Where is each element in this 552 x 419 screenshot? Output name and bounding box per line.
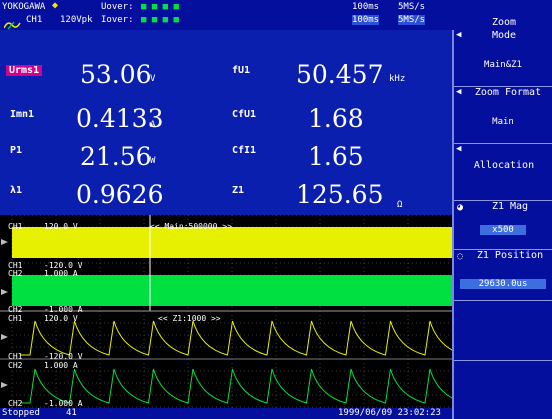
mode-title: Mode	[491, 30, 517, 41]
meas-value-p: 21.56	[80, 142, 152, 171]
menu-divider	[454, 86, 552, 87]
zoom-label-ch1-top: CH1	[8, 314, 23, 323]
uover-label: Uover:	[101, 2, 134, 12]
allocation-title: Allocation	[473, 160, 535, 171]
meas-label-p: P1	[10, 145, 23, 156]
meas-label-cfi: CfI1	[232, 145, 257, 156]
wave-label-ch1-bot: CH1	[8, 261, 23, 270]
ground-marker-icon	[1, 289, 8, 295]
channel-label: CH1	[26, 15, 43, 25]
z1-position-title: Z1 Position	[476, 250, 544, 261]
wave-scale-ch2-top: 1.000 A	[44, 269, 78, 278]
ground-marker-icon	[1, 382, 8, 388]
waveform-plot	[0, 215, 452, 409]
meas-value-imn: 0.4133	[76, 104, 164, 133]
ground-marker-icon	[1, 239, 8, 245]
zoom-scale-ch2-bot: -1.000 A	[44, 399, 83, 408]
menu-divider	[454, 200, 552, 201]
zoom-menu: Zoom ◀ Mode Main&Z1 ◀ Zoom Format Main ◀…	[452, 17, 552, 419]
bottom-status-bar: Stopped 41 1999/06/09 23:02:23	[0, 408, 452, 419]
allocation-softkey[interactable]: ◀ Allocation	[454, 144, 552, 200]
wave-label-ch2-bot: CH2	[8, 305, 23, 314]
wave-label-ch1-top: CH1	[8, 222, 23, 231]
meas-label-urms: Urms1	[6, 65, 43, 76]
zoom-label-ch1-bot: CH1	[8, 352, 23, 361]
update-rate: 100ms	[352, 2, 380, 12]
meas-unit-z: Ω	[397, 200, 403, 210]
wave-main-info: << Main:500000 >>	[150, 222, 232, 231]
z1-mag-value[interactable]: x500	[480, 225, 526, 235]
ground-marker-icon	[1, 334, 8, 340]
sample-rate: 5MS/s	[398, 2, 426, 12]
meas-unit-p: W	[150, 156, 156, 166]
ch1-main-trace	[12, 227, 452, 258]
jog-knob-icon: ◕	[457, 202, 464, 213]
z1-position-value[interactable]: 29630.0us	[460, 279, 546, 289]
status-header: YOKOGAWA ◆ CH1 120Vpk Uover: ■ ■ ■ ■ Iov…	[0, 0, 552, 30]
meas-value-cfu: 1.68	[308, 104, 364, 133]
wave-label-ch2-top: CH2	[8, 269, 23, 278]
meas-value-fu: 50.457	[296, 60, 384, 89]
menu-divider	[454, 360, 552, 361]
iover-indicators: ■ ■ ■ ■	[141, 15, 179, 25]
zoom-format-title: Zoom Format	[474, 87, 542, 98]
wave-scale-ch2-bot: -1.000 A	[44, 305, 83, 314]
run-state: Stopped	[2, 408, 40, 418]
allocation-indicator-icon: ◀	[456, 144, 462, 154]
meas-unit-urms: V	[150, 74, 156, 84]
wave-scale-ch1-top: 120.0 V	[44, 222, 78, 231]
wave-scale-ch1-bot: -120.0 V	[44, 261, 83, 270]
acquisition-count: 41	[66, 408, 77, 418]
meas-unit-fu: kHz	[389, 74, 406, 84]
range-label: 120Vpk	[60, 15, 93, 25]
meas-value-urms: 53.06	[80, 60, 152, 89]
diamond-icon: ◆	[52, 0, 59, 11]
meas-unit-imn: A	[150, 120, 156, 130]
ch1-zoom-trace	[20, 320, 452, 356]
zoom-update-rate: 100ms	[352, 15, 380, 25]
mode-indicator-icon: ◀	[456, 30, 462, 40]
menu-header: Zoom	[454, 14, 552, 30]
zoom-scale-ch2-top: 1.000 A	[44, 361, 78, 370]
zoom-format-value: Main	[492, 117, 514, 127]
meas-label-cfu: CfU1	[232, 109, 257, 120]
meas-value-lambda: 0.9626	[76, 180, 164, 209]
mode-value: Main&Z1	[484, 60, 522, 70]
format-indicator-icon: ◀	[456, 87, 462, 97]
meas-value-cfi: 1.65	[308, 142, 364, 171]
waveform-icon	[3, 15, 26, 30]
mode-softkey[interactable]: ◀ Mode Main&Z1	[454, 30, 552, 86]
iover-label: Iover:	[101, 15, 134, 25]
meas-label-z: Z1	[232, 185, 245, 196]
meas-label-lambda: λ1	[10, 185, 23, 196]
z1-mag-softkey[interactable]: ◕ Z1 Mag x500	[454, 201, 552, 249]
zoom-format-softkey[interactable]: ◀ Zoom Format Main	[454, 87, 552, 143]
date-time: 1999/06/09 23:02:23	[338, 408, 441, 418]
waveform-display[interactable]: CH1 120.0 V << Main:500000 >> CH1 -120.0…	[0, 215, 452, 409]
menu-divider	[454, 300, 552, 301]
measurement-panel: Urms1 53.06 V Imn1 0.4133 A P1 21.56 W λ…	[0, 30, 452, 215]
zoom-label-ch2-bot: CH2	[8, 399, 23, 408]
ch2-main-trace	[12, 275, 452, 306]
z1-position-softkey[interactable]: ◌ Z1 Position 29630.0us	[454, 250, 552, 300]
ch2-zoom-trace	[20, 368, 452, 404]
zoom-sample-rate: 5MS/s	[398, 15, 426, 25]
uover-indicators: ■ ■ ■ ■	[141, 2, 179, 12]
zoom-scale-ch1-top: 120.0 V	[44, 314, 78, 323]
meas-label-imn: Imn1	[10, 109, 35, 120]
menu-title: Zoom	[491, 17, 517, 28]
meas-value-z: 125.65	[296, 180, 384, 209]
menu-divider	[454, 143, 552, 144]
meas-label-fu: fU1	[232, 65, 251, 76]
z1-mag-title: Z1 Mag	[491, 201, 529, 212]
jog-knob-outline-icon: ◌	[457, 251, 464, 262]
zoom-scale-ch1-bot: -120.0 V	[44, 352, 83, 361]
zoom-info: << Z1:1000 >>	[158, 314, 221, 323]
brand-label: YOKOGAWA	[2, 2, 46, 12]
menu-divider	[454, 249, 552, 250]
zoom-label-ch2-top: CH2	[8, 361, 23, 370]
